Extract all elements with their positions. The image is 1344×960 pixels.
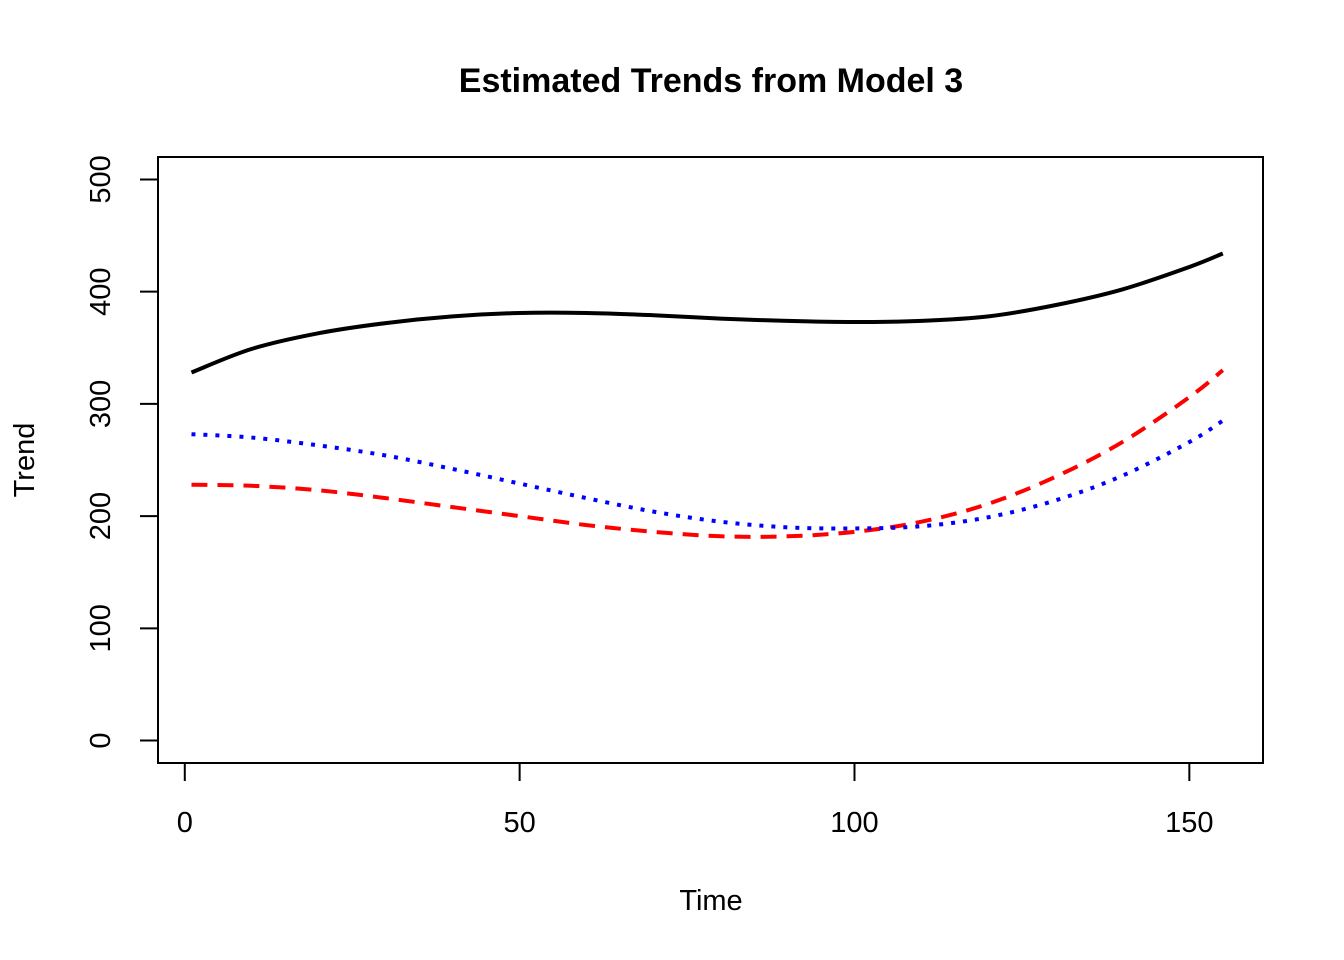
- chart-title: Estimated Trends from Model 3: [459, 62, 963, 100]
- x-tick-label: 50: [504, 807, 536, 839]
- plot-frame: [157, 156, 1264, 764]
- x-tick-label: 0: [177, 807, 193, 839]
- x-tick-label: 150: [1165, 807, 1213, 839]
- y-tick-label: 200: [85, 492, 117, 540]
- x-axis: 0 50 100 150: [177, 762, 1214, 839]
- y-tick-label: 0: [85, 732, 117, 748]
- y-tick-label: 400: [85, 267, 117, 315]
- series-line-2: [191, 368, 1225, 539]
- series-layer: [190, 251, 1225, 539]
- x-axis-label: Time: [679, 885, 742, 917]
- y-tick-label: 500: [85, 155, 117, 203]
- y-axis-label: Trend: [9, 423, 41, 498]
- y-axis: 0 100 200 300 400 500: [85, 155, 159, 749]
- y-tick-label: 100: [85, 604, 117, 652]
- series-line-3: [191, 419, 1224, 531]
- y-tick-label: 300: [85, 380, 117, 428]
- series-line-1: [190, 251, 1224, 375]
- x-tick-label: 100: [830, 807, 878, 839]
